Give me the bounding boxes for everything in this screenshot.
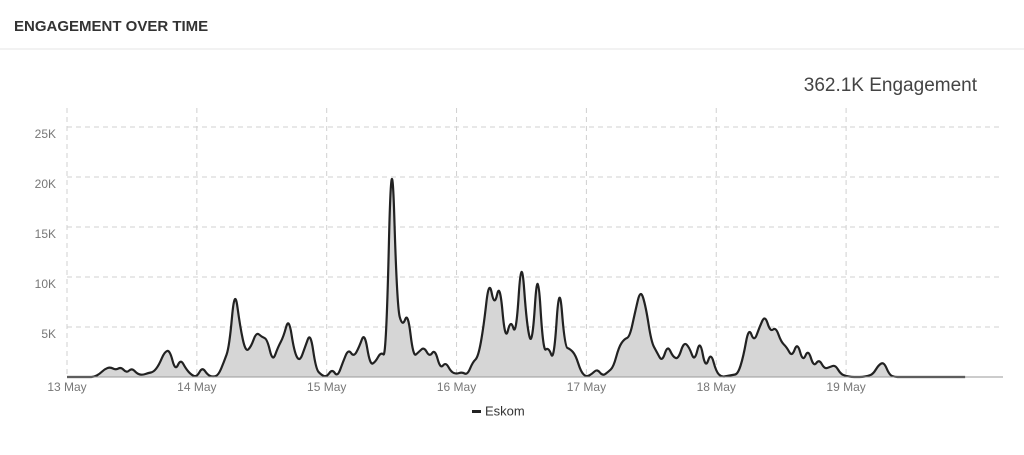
- x-tick-label: 15 May: [307, 380, 346, 394]
- x-tick-label: 14 May: [177, 380, 216, 394]
- y-tick-label: 10K: [35, 277, 56, 291]
- header-title: ENGAGEMENT OVER TIME: [14, 18, 208, 35]
- legend-swatch: [472, 410, 481, 413]
- legend-label: Eskom: [485, 403, 525, 418]
- y-tick-label: 25K: [35, 127, 56, 141]
- y-tick-label: 5K: [41, 327, 56, 341]
- x-tick-label: 19 May: [826, 380, 865, 394]
- x-tick-label: 16 May: [437, 380, 476, 394]
- x-tick-label: 18 May: [697, 380, 736, 394]
- y-tick-label: 15K: [35, 227, 56, 241]
- area-fill: [67, 178, 966, 377]
- y-tick-label: 20K: [35, 177, 56, 191]
- line: [67, 177, 966, 379]
- x-tick-label: 13 May: [47, 380, 86, 394]
- x-tick-label: 17 May: [567, 380, 606, 394]
- total-annotation: 362.1K Engagement: [804, 75, 978, 96]
